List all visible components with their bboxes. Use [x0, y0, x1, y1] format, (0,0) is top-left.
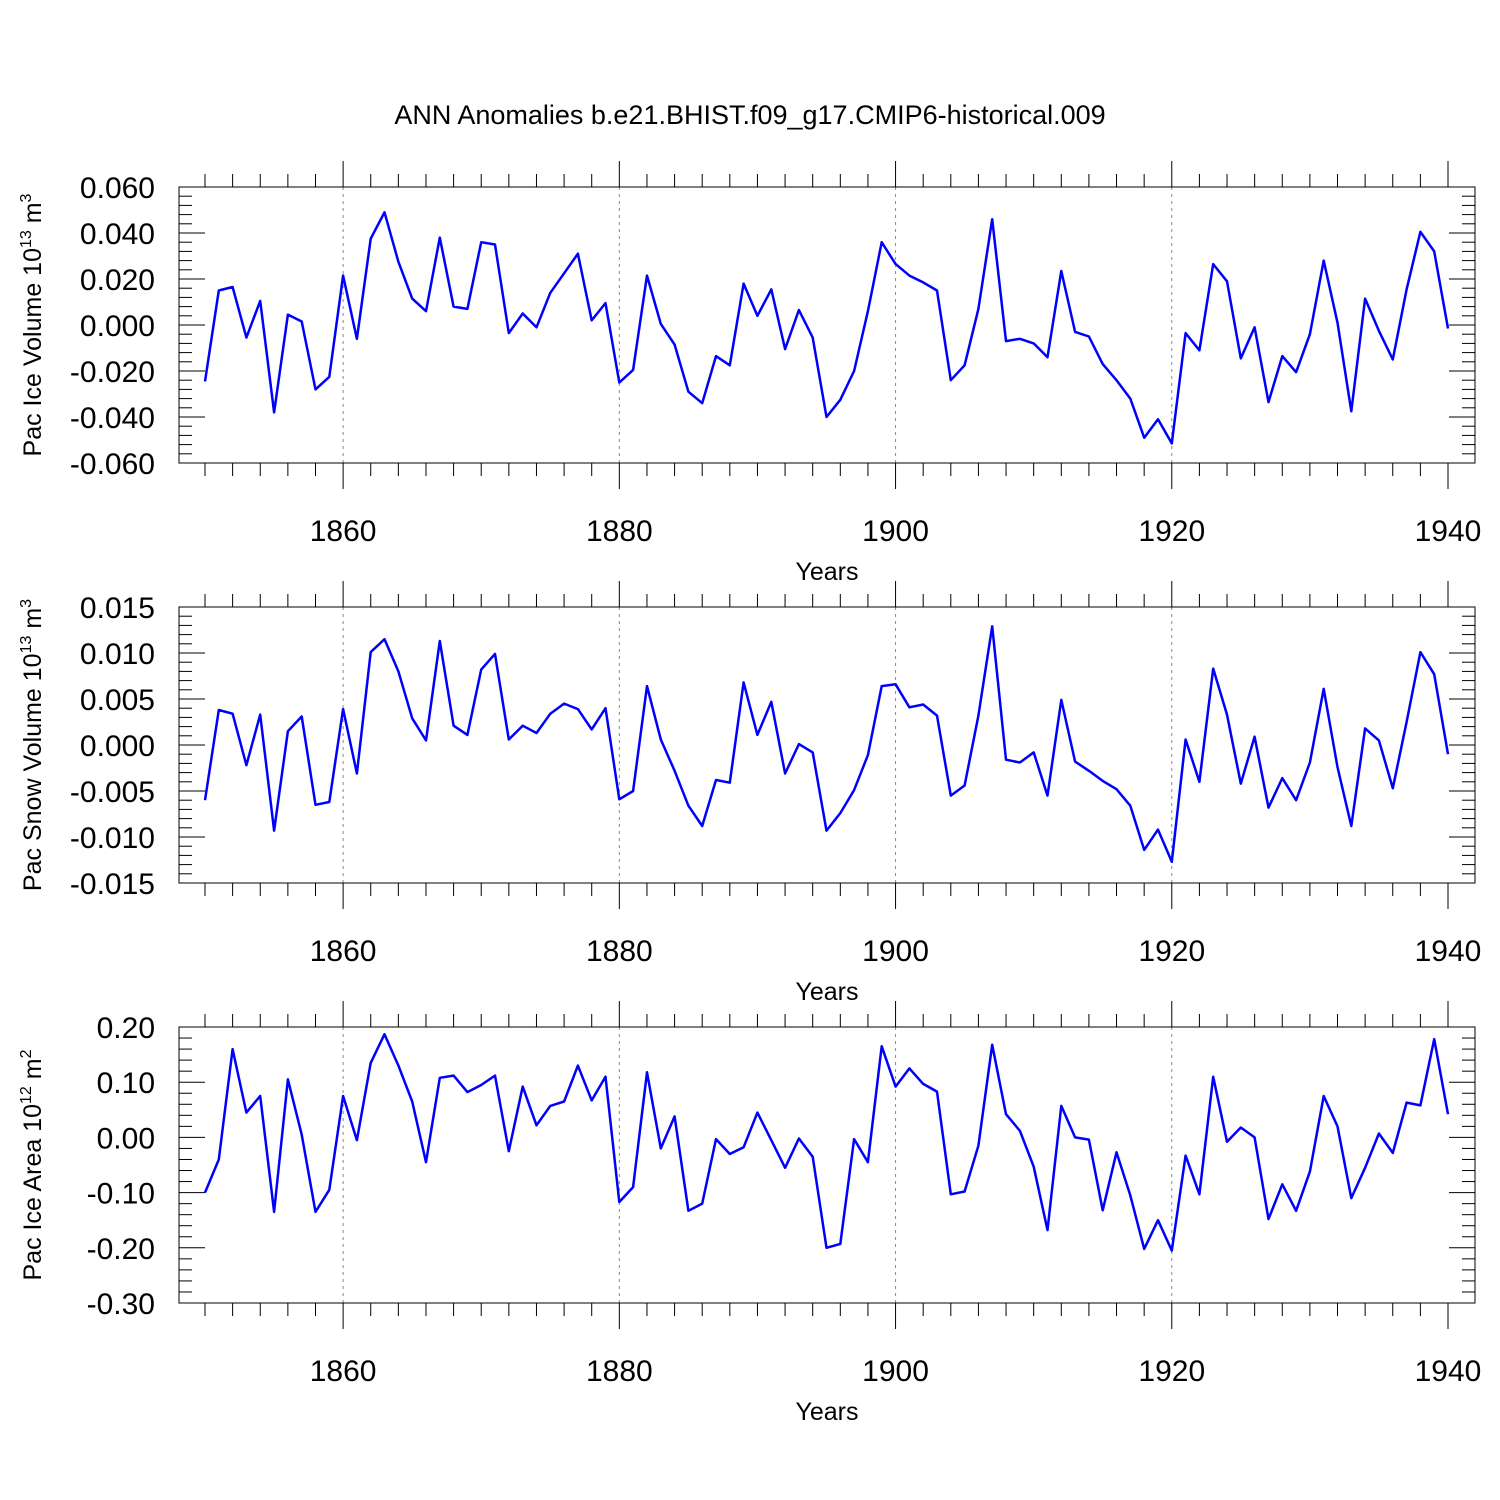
x-tick-label: 1900 [862, 935, 929, 968]
chart-panels: -0.060 -0.040 -0.020 0.000 0.020 0.040 0.060 18… [18, 161, 1481, 1426]
x-tick-label: 1920 [1138, 515, 1205, 548]
y-axis-title: Pac Ice Area 1012 m2 [18, 1049, 47, 1280]
y-tick-label: 0.20 [97, 1012, 155, 1045]
series-line [203, 1032, 1450, 1252]
series-line [203, 211, 1450, 445]
y-tick-label: 0.000 [80, 310, 155, 343]
panel-pac-snow-volume: -0.015 -0.010 -0.005 0.000 0.005 0.010 0.015 18… [18, 581, 1481, 1006]
x-tick-label: 1920 [1138, 1355, 1205, 1388]
series-line [203, 625, 1450, 864]
x-tick-label: 1940 [1415, 515, 1482, 548]
y-tick-label: 0.020 [80, 264, 155, 297]
y-tick-label: 0.010 [80, 638, 155, 671]
x-tick-label: 1940 [1415, 1355, 1482, 1388]
y-tick-label: -0.040 [70, 402, 155, 435]
x-axis-title: Years [795, 1398, 858, 1426]
plot-frame [178, 186, 1476, 464]
plot-frame [178, 1026, 1476, 1304]
x-tick-label: 1880 [586, 515, 653, 548]
chart-title: ANN Anomalies b.e21.BHIST.f09_g17.CMIP6-… [394, 100, 1105, 130]
y-tick-label: -0.060 [70, 448, 155, 481]
x-tick-label: 1880 [586, 935, 653, 968]
y-tick-label: 0.015 [80, 592, 155, 625]
x-tick-label: 1900 [862, 1355, 929, 1388]
x-tick-label: 1860 [310, 1355, 377, 1388]
x-tick-label: 1940 [1415, 935, 1482, 968]
y-tick-label: 0.000 [80, 730, 155, 763]
y-tick-label: -0.020 [70, 356, 155, 389]
y-tick-label: -0.010 [70, 822, 155, 855]
x-axis-title: Years [795, 978, 858, 1006]
y-tick-label: 0.10 [97, 1067, 155, 1100]
x-tick-label: 1880 [586, 1355, 653, 1388]
y-tick-label: 0.060 [80, 172, 155, 205]
y-tick-label: 0.005 [80, 684, 155, 717]
x-tick-label: 1920 [1138, 935, 1205, 968]
y-tick-label: -0.005 [70, 776, 155, 809]
panel-pac-ice-volume: -0.060 -0.040 -0.020 0.000 0.020 0.040 0.060 18… [18, 161, 1481, 586]
panel-pac-ice-area: -0.30 -0.20 -0.10 0.00 0.10 0.20 1860 1880 1900 1… [18, 1001, 1481, 1426]
x-tick-label: 1900 [862, 515, 929, 548]
y-axis-title: Pac Snow Volume 1013 m3 [18, 599, 47, 891]
y-tick-label: -0.30 [87, 1288, 155, 1321]
y-tick-label: -0.015 [70, 868, 155, 901]
y-tick-label: 0.00 [97, 1122, 155, 1155]
x-tick-label: 1860 [310, 935, 377, 968]
y-tick-label: -0.10 [87, 1178, 155, 1211]
plot-frame [178, 606, 1476, 884]
y-tick-label: -0.20 [87, 1233, 155, 1266]
y-axis-title: Pac Ice Volume 1013 m3 [18, 193, 47, 456]
x-tick-label: 1860 [310, 515, 377, 548]
y-tick-label: 0.040 [80, 218, 155, 251]
x-axis-title: Years [795, 558, 858, 586]
